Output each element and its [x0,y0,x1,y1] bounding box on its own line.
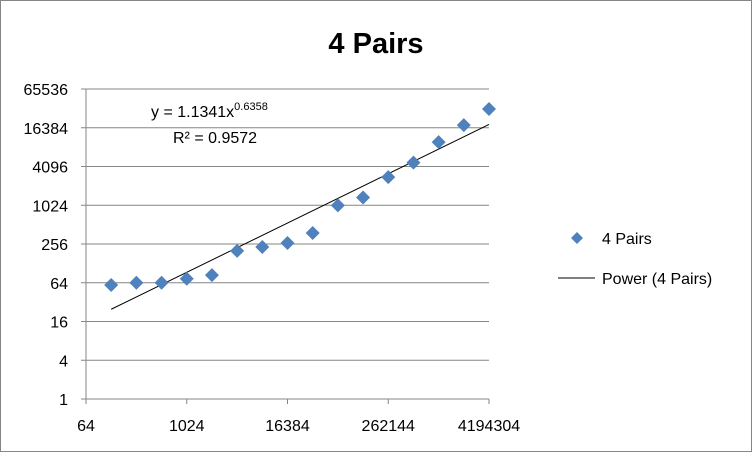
trend-equation-base: y = 1.1341x [151,104,234,121]
trend-equation: y = 1.1341x0.6358 [151,101,268,121]
y-tick-label: 256 [41,237,68,254]
y-tick-label: 1 [59,392,68,409]
data-point [456,118,471,133]
y-tick-label: 16384 [24,121,69,138]
data-point [154,275,169,290]
x-tick-label: 262144 [362,418,415,435]
y-tick-label: 16 [50,315,68,332]
x-tick-label: 64 [77,418,95,435]
data-point [230,243,245,258]
power-trendline [110,124,490,310]
data-point [330,198,345,213]
data-point [482,102,496,117]
x-tick-label: 1024 [169,418,205,435]
data-point [431,135,446,150]
legend: 4 Pairs Power (4 Pairs) [558,231,712,288]
y-tick-label: 4 [59,353,68,370]
axes: 1 4 16 64 256 1024 4096 16384 65536 64 1024 16384 26… [24,82,521,435]
legend-label-trendline: Power (4 Pairs) [602,271,712,288]
data-point [104,278,119,293]
data-points [104,102,496,293]
data-point [179,271,194,286]
y-tick-label: 1024 [32,198,68,215]
x-tick-label: 16384 [265,418,310,435]
y-tick-label: 64 [50,276,68,293]
data-point [406,155,421,170]
chart-title: 4 Pairs [328,28,423,60]
data-point [305,225,320,240]
data-point [204,268,219,283]
data-point [381,170,396,185]
data-point [129,275,144,290]
legend-marker-diamond [571,232,583,244]
data-point [255,239,270,254]
y-tick-label: 4096 [32,160,68,177]
trend-equation-exponent: 0.6358 [234,101,268,113]
legend-label-series: 4 Pairs [602,231,652,248]
data-point [356,190,371,205]
trendline-layer [110,124,490,310]
y-tick-label: 65536 [24,82,69,99]
r-squared-label: R² = 0.9572 [173,130,257,147]
x-tick-label: 4194304 [458,418,520,435]
equation-annotation: y = 1.1341x0.6358 R² = 0.9572 [151,101,268,147]
data-point [280,236,295,251]
